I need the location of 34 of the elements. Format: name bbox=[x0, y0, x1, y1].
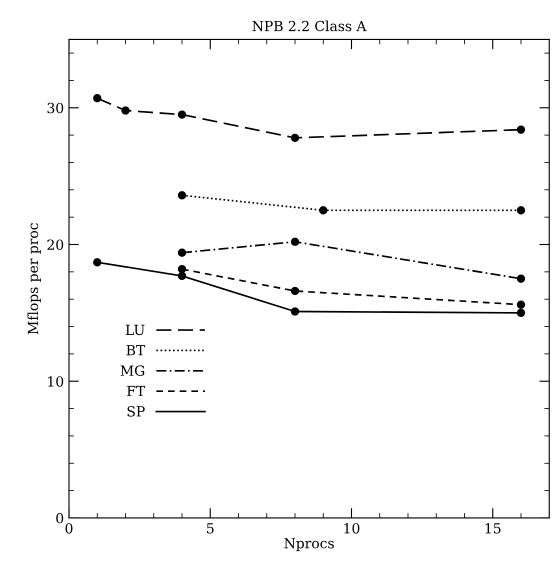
y-tick-label: 0 bbox=[56, 512, 64, 524]
y-tick-label: 30 bbox=[48, 102, 64, 114]
point bbox=[516, 308, 526, 318]
x-axis-title: Nprocs bbox=[284, 538, 334, 552]
y-axis-title: Mflops per proc bbox=[27, 223, 41, 334]
x-tick-label: 0 bbox=[65, 523, 72, 534]
point bbox=[93, 258, 102, 266]
point bbox=[516, 300, 526, 309]
legend-label: LU bbox=[126, 324, 145, 336]
point bbox=[178, 264, 186, 274]
x-tick-label: 15 bbox=[486, 523, 501, 534]
legend-label: SP bbox=[128, 406, 145, 417]
point bbox=[178, 248, 186, 257]
point bbox=[290, 286, 300, 296]
x-tick-label: 10 bbox=[344, 523, 360, 534]
point bbox=[290, 134, 300, 142]
point bbox=[290, 238, 300, 246]
point bbox=[516, 206, 526, 214]
point bbox=[319, 206, 328, 214]
x-tick-label: 5 bbox=[207, 523, 214, 534]
y-tick-label: 10 bbox=[48, 376, 64, 387]
point bbox=[516, 125, 526, 134]
point bbox=[121, 106, 130, 115]
point bbox=[516, 274, 526, 283]
legend-label: FT bbox=[127, 386, 146, 396]
point bbox=[178, 191, 186, 200]
point bbox=[178, 110, 186, 119]
point bbox=[93, 94, 102, 102]
point bbox=[178, 272, 186, 280]
legend-label: MG bbox=[120, 365, 144, 376]
chart-title: NPB 2.2 Class A bbox=[252, 20, 367, 32]
y-tick-label: 20 bbox=[47, 239, 64, 250]
legend-label: BT bbox=[126, 345, 146, 356]
point bbox=[290, 307, 300, 316]
